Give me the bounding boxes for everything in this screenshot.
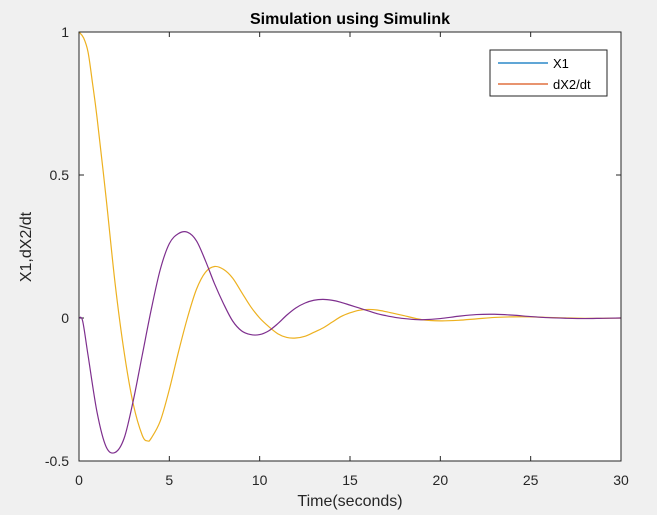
x-tick-label: 15	[342, 472, 358, 488]
chart-title: Simulation using Simulink	[250, 11, 450, 28]
legend-box	[489, 49, 608, 97]
legend-label-x1: X1	[553, 56, 569, 71]
y-tick-label: 0.5	[50, 167, 70, 183]
series-line-x1	[78, 31, 622, 442]
series-layer	[78, 31, 622, 454]
x-tick-label: 0	[75, 472, 83, 488]
legend[interactable]: X1 dX2/dt	[489, 49, 608, 97]
y-tick-label: -0.5	[45, 453, 69, 469]
x-tick-label: 5	[165, 472, 173, 488]
legend-label-dx2dt: dX2/dt	[553, 77, 591, 92]
plot-frame	[78, 31, 622, 462]
y-tick-label: 0	[61, 310, 69, 326]
x-tick-label: 20	[433, 472, 449, 488]
x-axis-label: Time(seconds)	[297, 493, 402, 510]
y-tick-label: 1	[61, 24, 69, 40]
series-line-dx2dt	[78, 231, 622, 454]
y-axis: -0.5 0 0.5 1	[45, 24, 621, 469]
x-tick-label: 30	[613, 472, 629, 488]
y-axis-label: X1,dX2/dt	[18, 211, 35, 282]
x-tick-label: 10	[252, 472, 268, 488]
x-tick-label: 25	[523, 472, 539, 488]
